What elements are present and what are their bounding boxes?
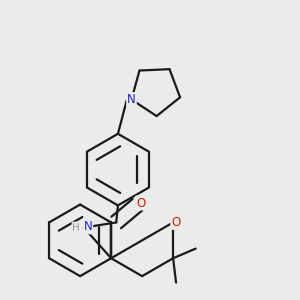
Text: O: O — [171, 216, 181, 229]
Text: O: O — [136, 196, 146, 209]
Text: N: N — [127, 93, 136, 106]
Text: N: N — [84, 220, 92, 233]
Text: H: H — [73, 223, 80, 232]
